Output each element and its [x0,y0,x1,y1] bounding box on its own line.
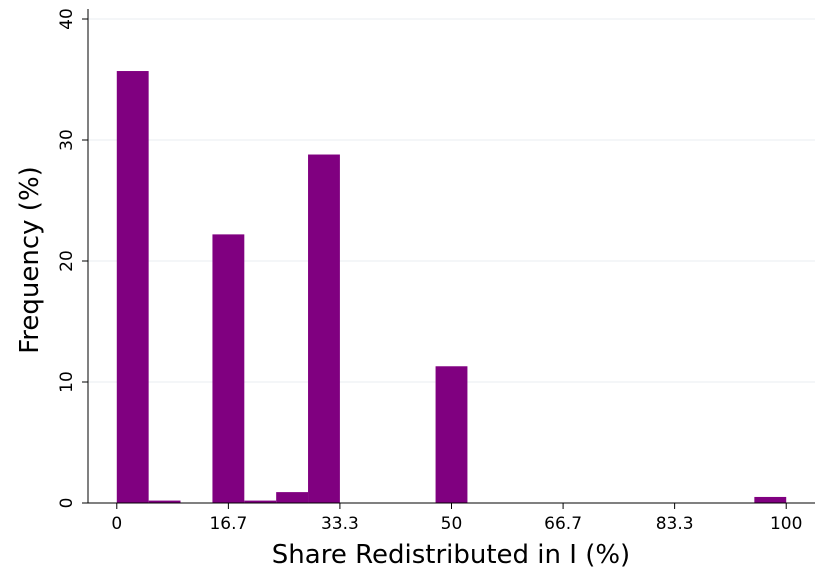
bar [116,71,149,503]
y-tick-label: 10 [57,371,77,393]
bar [244,500,277,503]
x-tick-label: 100 [770,514,802,534]
x-tick-label: 66.7 [544,514,582,534]
x-tick-label: 16.7 [209,514,247,534]
y-tick-label: 20 [57,250,77,272]
x-tick-label: 33.3 [321,514,359,534]
y-tick-label: 30 [57,129,77,151]
x-tick-label: 0 [111,514,122,534]
bar [276,492,309,503]
x-tick-label: 83.3 [656,514,694,534]
x-tick-label: 50 [441,514,463,534]
y-axis-label: Frequency (%) [15,166,45,354]
y-tick-label: 0 [57,498,77,509]
bar [308,154,340,503]
y-tick-label: 40 [57,8,77,30]
bar [435,366,468,503]
bar [212,234,245,503]
bar [148,500,181,503]
bar [754,496,787,503]
x-axis-label: Share Redistributed in I (%) [272,540,630,570]
